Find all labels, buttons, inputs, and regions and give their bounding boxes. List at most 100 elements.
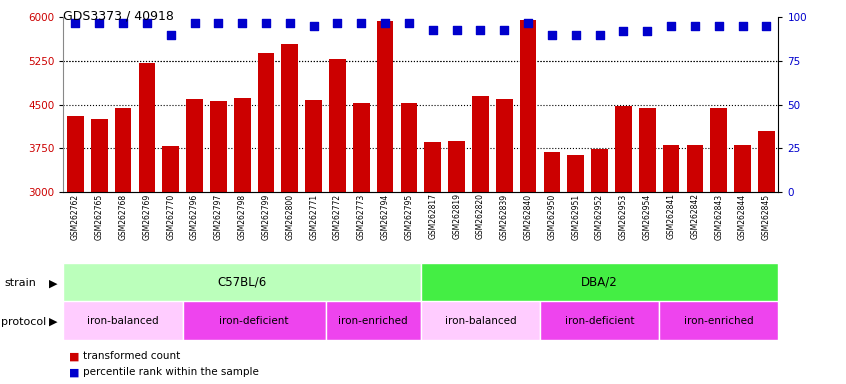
Point	[640, 28, 654, 34]
Bar	[734, 145, 751, 192]
Text: GSM262817: GSM262817	[428, 194, 437, 239]
Point	[331, 20, 344, 26]
Point	[378, 20, 392, 26]
Text: GSM262771: GSM262771	[309, 194, 318, 240]
Text: GSM262799: GSM262799	[261, 194, 271, 240]
Text: GSM262795: GSM262795	[404, 194, 414, 240]
Text: percentile rank within the sample: percentile rank within the sample	[83, 367, 259, 377]
Point	[92, 20, 106, 26]
Point	[569, 31, 583, 38]
Point	[474, 26, 487, 33]
Text: GSM262770: GSM262770	[166, 194, 175, 240]
Text: GSM262950: GSM262950	[547, 194, 557, 240]
Bar	[183, 301, 326, 340]
Point	[712, 23, 726, 29]
Bar	[326, 301, 420, 340]
Text: GSM262819: GSM262819	[452, 194, 461, 239]
Text: iron-balanced: iron-balanced	[87, 316, 159, 326]
Text: GSM262841: GSM262841	[667, 194, 676, 239]
Bar	[758, 131, 775, 192]
Bar	[63, 263, 420, 301]
Bar	[139, 63, 155, 192]
Bar	[258, 53, 274, 192]
Point	[235, 20, 249, 26]
Bar	[711, 108, 727, 192]
Point	[545, 31, 558, 38]
Text: ▶: ▶	[49, 278, 58, 288]
Bar	[420, 301, 540, 340]
Text: GSM262840: GSM262840	[524, 194, 533, 240]
Text: GSM262800: GSM262800	[285, 194, 294, 240]
Point	[497, 26, 511, 33]
Point	[521, 20, 535, 26]
Point	[688, 23, 701, 29]
Bar	[519, 20, 536, 192]
Bar	[186, 99, 203, 192]
Point	[307, 23, 321, 29]
Text: GSM262798: GSM262798	[238, 194, 247, 240]
Point	[593, 31, 607, 38]
Point	[664, 23, 678, 29]
Text: transformed count: transformed count	[83, 351, 180, 361]
Point	[140, 20, 154, 26]
Bar	[282, 44, 298, 192]
Bar	[496, 99, 513, 192]
Text: ■: ■	[69, 351, 80, 361]
Point	[164, 31, 178, 38]
Bar	[591, 149, 608, 192]
Text: GSM262772: GSM262772	[333, 194, 342, 240]
Text: GSM262845: GSM262845	[762, 194, 771, 240]
Text: GSM262839: GSM262839	[500, 194, 508, 240]
Point	[426, 26, 440, 33]
Bar	[540, 301, 659, 340]
Bar	[305, 100, 322, 192]
Bar	[615, 106, 632, 192]
Bar	[376, 22, 393, 192]
Point	[188, 20, 201, 26]
Bar	[210, 101, 227, 192]
Bar	[448, 141, 465, 192]
Point	[69, 20, 82, 26]
Bar	[687, 145, 703, 192]
Bar	[659, 301, 778, 340]
Bar	[233, 98, 250, 192]
Text: GSM262842: GSM262842	[690, 194, 700, 239]
Text: GSM262953: GSM262953	[619, 194, 628, 240]
Bar	[472, 96, 489, 192]
Text: GSM262951: GSM262951	[571, 194, 580, 240]
Point	[450, 26, 464, 33]
Text: GSM262796: GSM262796	[190, 194, 199, 240]
Text: iron-deficient: iron-deficient	[219, 316, 288, 326]
Point	[736, 23, 750, 29]
Point	[402, 20, 415, 26]
Text: strain: strain	[4, 278, 36, 288]
Text: ▶: ▶	[49, 317, 58, 327]
Bar	[115, 108, 131, 192]
Text: GSM262768: GSM262768	[118, 194, 128, 240]
Text: DBA/2: DBA/2	[581, 276, 618, 289]
Text: protocol: protocol	[1, 317, 46, 327]
Bar	[568, 155, 584, 192]
Bar	[420, 263, 778, 301]
Point	[212, 20, 225, 26]
Bar	[329, 59, 346, 192]
Text: C57BL/6: C57BL/6	[217, 276, 266, 289]
Text: GSM262762: GSM262762	[71, 194, 80, 240]
Point	[617, 28, 630, 34]
Point	[259, 20, 272, 26]
Text: GDS3373 / 40918: GDS3373 / 40918	[63, 10, 174, 23]
Bar	[67, 116, 84, 192]
Point	[354, 20, 368, 26]
Text: GSM262769: GSM262769	[142, 194, 151, 240]
Bar	[639, 108, 656, 192]
Text: GSM262794: GSM262794	[381, 194, 390, 240]
Bar	[401, 103, 417, 192]
Bar	[63, 301, 183, 340]
Text: iron-balanced: iron-balanced	[445, 316, 516, 326]
Point	[760, 23, 773, 29]
Text: GSM262797: GSM262797	[214, 194, 222, 240]
Text: iron-deficient: iron-deficient	[565, 316, 634, 326]
Bar	[353, 103, 370, 192]
Bar	[162, 146, 179, 192]
Point	[283, 20, 297, 26]
